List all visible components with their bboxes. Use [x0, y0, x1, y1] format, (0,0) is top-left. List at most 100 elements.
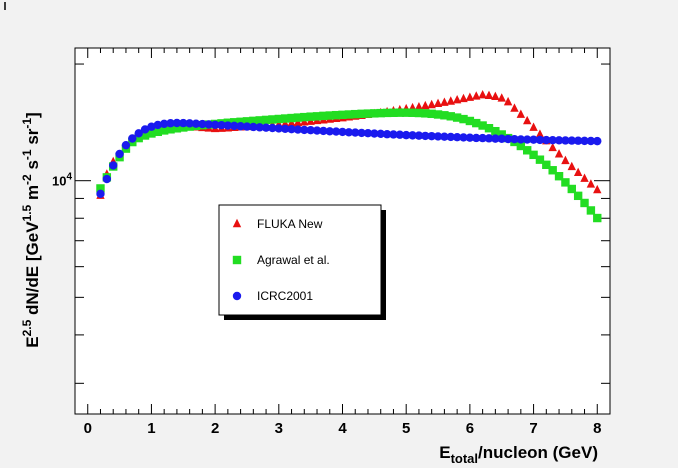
circle-point [300, 125, 309, 135]
circle-point [280, 124, 290, 134]
triangle-point [459, 93, 468, 103]
triangle-point [580, 173, 589, 182]
triangle-point [478, 89, 487, 99]
circle-point [459, 133, 468, 142]
square-point [166, 125, 175, 134]
x-tick-label: 7 [529, 420, 537, 437]
legend-triangle-marker [232, 218, 242, 228]
square-point [363, 109, 373, 118]
circle-point [382, 130, 392, 139]
triangle-point [523, 115, 532, 125]
triangle-point [280, 118, 290, 128]
circle-point [548, 136, 557, 145]
square-point [280, 114, 290, 123]
square-point [159, 126, 169, 135]
circle-point [249, 122, 258, 132]
circle-point [102, 174, 112, 184]
circle-point [128, 134, 137, 143]
y-tick-label: 104 [52, 172, 72, 189]
triangle-point [433, 98, 443, 108]
square-point [370, 109, 379, 118]
square-point [440, 111, 449, 120]
circle-point [147, 122, 156, 131]
circle-point [363, 129, 373, 138]
circle-point [440, 132, 449, 141]
circle-point [191, 119, 201, 128]
square-point [561, 178, 570, 187]
square-point [351, 109, 360, 119]
square-point [331, 110, 341, 120]
square-point [465, 116, 475, 126]
triangle-point [535, 129, 545, 138]
legend-circle-marker [232, 291, 242, 301]
square-point [293, 113, 303, 122]
triangle-point [440, 97, 449, 106]
square-point [567, 184, 576, 194]
circle-point [370, 129, 379, 138]
series-circle [96, 118, 602, 199]
circle-point [408, 131, 417, 140]
circle-point [421, 131, 430, 141]
y-axis-label: E2.5 dN/dE [GeV1.5 m-2 s-1 sr-1] [20, 112, 42, 347]
square-point [427, 109, 436, 119]
square-point [535, 155, 545, 164]
circle-point [510, 134, 519, 144]
circle-point [389, 130, 398, 139]
square-point [580, 198, 589, 208]
x-tick-label: 2 [211, 420, 219, 437]
square-point [236, 117, 245, 126]
circle-point [121, 140, 131, 150]
square-point [452, 113, 462, 122]
circle-point [338, 127, 347, 137]
x-tick-label: 5 [402, 420, 410, 437]
square-point [325, 111, 334, 120]
circle-point [242, 122, 252, 131]
square-point [376, 108, 385, 118]
square-point [414, 108, 424, 118]
triangle-point [293, 117, 303, 127]
circle-point [236, 122, 245, 131]
circle-point [185, 119, 194, 128]
square-point [172, 124, 182, 133]
circle-point [217, 120, 226, 130]
circle-point [542, 135, 551, 145]
circle-point [357, 128, 366, 138]
square-point [179, 123, 188, 132]
chart-marks [96, 89, 602, 223]
square-point [529, 150, 538, 160]
circle-point [351, 128, 360, 137]
triangle-point [586, 179, 596, 188]
circle-point [312, 126, 322, 135]
triangle-point [510, 103, 519, 112]
legend-square-marker [232, 255, 242, 265]
square-point [593, 213, 602, 223]
circle-point [554, 136, 564, 145]
square-point [261, 115, 271, 125]
circle-point [293, 125, 303, 134]
circle-point [427, 131, 436, 141]
triangle-point [516, 109, 526, 118]
circle-point [325, 127, 334, 136]
triangle-point [452, 95, 462, 104]
x-tick-label: 1 [147, 420, 155, 437]
legend: FLUKA New Agrawal et al. ICRC2001 [218, 204, 386, 320]
square-point [255, 116, 264, 125]
square-point [478, 121, 487, 130]
square-point [344, 110, 354, 119]
legend-label: FLUKA New [257, 217, 323, 231]
triangle-point [472, 91, 481, 100]
square-point [287, 113, 296, 123]
circle-point [159, 119, 169, 129]
square-point [140, 131, 150, 140]
square-point [523, 146, 532, 155]
circle-point [523, 135, 532, 144]
circle-point [344, 128, 354, 137]
axes: 0 1 2 3 4 5 6 7 8 104 [52, 48, 610, 437]
circle-point [401, 130, 411, 140]
circle-point [268, 123, 277, 133]
circle-point [198, 119, 207, 129]
triangle-point [529, 122, 538, 131]
circle-point [472, 133, 481, 143]
triangle-point [554, 149, 564, 158]
